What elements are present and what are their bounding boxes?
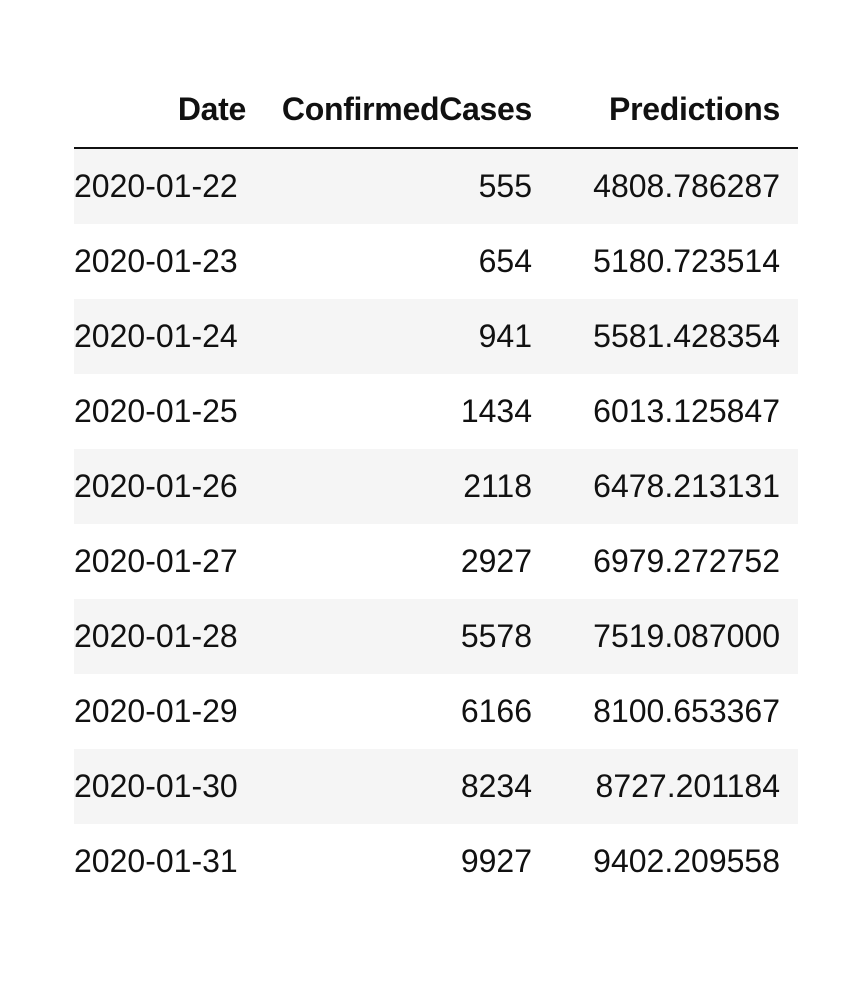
column-header-confirmed-cases: ConfirmedCases [264,72,550,149]
prediction-cell: 8100.653367 [550,674,798,749]
prediction-cell: 4808.786287 [550,148,798,224]
date-cell: 2020-01-23 [74,224,264,299]
table-row: 2020-01-27 2927 6979.272752 [74,524,798,599]
date-cell: 2020-01-22 [74,148,264,224]
date-cell: 2020-01-30 [74,749,264,824]
confirmed-cases-cell: 941 [264,299,550,374]
table-row: 2020-01-23 654 5180.723514 [74,224,798,299]
date-cell: 2020-01-29 [74,674,264,749]
prediction-cell: 6979.272752 [550,524,798,599]
column-header-date: Date [74,72,264,149]
table-row: 2020-01-30 8234 8727.201184 [74,749,798,824]
table-row: 2020-01-22 555 4808.786287 [74,148,798,224]
prediction-cell: 5581.428354 [550,299,798,374]
table-row: 2020-01-29 6166 8100.653367 [74,674,798,749]
date-cell: 2020-01-26 [74,449,264,524]
confirmed-cases-cell: 2118 [264,449,550,524]
table-header: Date ConfirmedCases Predictions [74,72,798,149]
confirmed-cases-cell: 8234 [264,749,550,824]
confirmed-cases-cell: 6166 [264,674,550,749]
table-row: 2020-01-24 941 5581.428354 [74,299,798,374]
prediction-cell: 5180.723514 [550,224,798,299]
prediction-cell: 9402.209558 [550,824,798,899]
table-body: 2020-01-22 555 4808.786287 2020-01-23 65… [74,148,798,899]
prediction-cell: 7519.087000 [550,599,798,674]
date-cell: 2020-01-31 [74,824,264,899]
date-cell: 2020-01-25 [74,374,264,449]
prediction-cell: 6478.213131 [550,449,798,524]
dataframe-output: Date ConfirmedCases Predictions 2020-01-… [74,72,798,899]
table-row: 2020-01-25 1434 6013.125847 [74,374,798,449]
date-cell: 2020-01-24 [74,299,264,374]
confirmed-cases-cell: 2927 [264,524,550,599]
prediction-cell: 6013.125847 [550,374,798,449]
column-header-predictions: Predictions [550,72,798,149]
dataframe-table: Date ConfirmedCases Predictions 2020-01-… [74,72,798,899]
table-row: 2020-01-26 2118 6478.213131 [74,449,798,524]
table-row: 2020-01-31 9927 9402.209558 [74,824,798,899]
confirmed-cases-cell: 5578 [264,599,550,674]
prediction-cell: 8727.201184 [550,749,798,824]
confirmed-cases-cell: 9927 [264,824,550,899]
confirmed-cases-cell: 654 [264,224,550,299]
confirmed-cases-cell: 1434 [264,374,550,449]
date-cell: 2020-01-27 [74,524,264,599]
confirmed-cases-cell: 555 [264,148,550,224]
header-row: Date ConfirmedCases Predictions [74,72,798,149]
date-cell: 2020-01-28 [74,599,264,674]
table-row: 2020-01-28 5578 7519.087000 [74,599,798,674]
